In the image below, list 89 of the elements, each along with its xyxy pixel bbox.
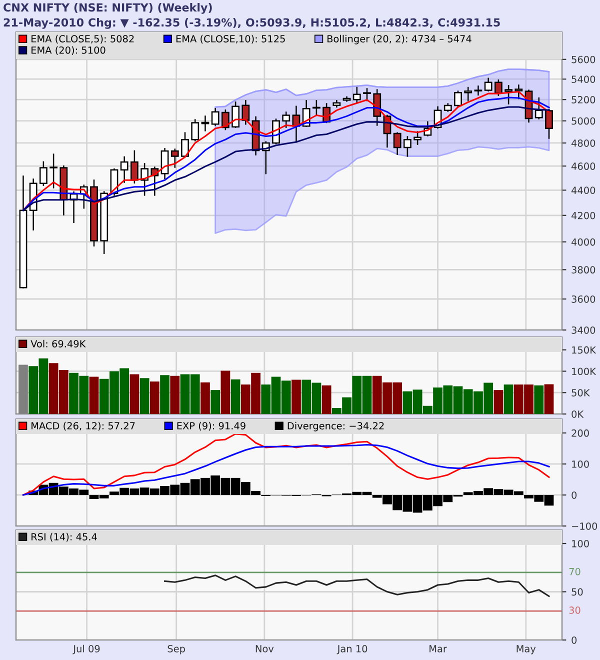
y-tick-label: 5000 [572,117,596,125]
bar [504,384,514,414]
line-series [22,433,550,496]
candlestick [191,119,200,142]
candlestick [403,136,412,157]
y-tick-label: 4800 [572,139,596,147]
candlestick [50,154,58,188]
y-tick-label: 4200 [572,212,596,220]
ref-line-label: 70 [569,568,580,576]
candlestick [242,100,250,125]
candlestick [170,148,179,168]
y-tick-label: 3600 [572,295,596,303]
candlestick [352,86,361,103]
candlestick [484,78,492,92]
candlestick [120,156,128,183]
candlestick [130,150,138,184]
bar [220,370,230,414]
chart-title: CNX NIFTY (NSE: NIFTY) (Weekly) [4,3,212,14]
x-tick-label: Jan 10 [336,645,368,654]
y-tick-label: 0 [572,491,577,499]
candlestick [454,90,462,108]
candlestick [504,85,513,104]
y-tick-label: 200 [572,429,589,437]
legend-label: EMA (CLOSE,5): 5082 [32,34,134,44]
y-tick-label: 100K [572,368,596,376]
bar [210,390,220,414]
bar [150,381,160,414]
candlestick [211,108,220,126]
legend-label: Vol: 69.49K [30,340,86,348]
legend-label: EMA (CLOSE,10): 5125 [176,34,285,44]
x-tick-label: Mar [430,645,447,652]
candlestick [545,108,553,139]
y-tick-label: 100 [572,540,589,548]
y-tick-label: 0K [572,410,584,418]
y-tick-label: 5600 [572,56,596,64]
candlestick [534,97,543,120]
bar [292,380,301,414]
candlestick [494,79,502,96]
y-tick-label: 4000 [572,238,596,246]
y-tick-label: 5400 [572,76,596,83]
candlestick [312,100,320,116]
candlestick [464,86,472,102]
legend-label: EXP (9): 91.49 [177,422,246,431]
y-tick-label: 4400 [572,186,596,194]
bar [140,378,150,414]
candlestick [39,161,48,186]
y-tick-label: 3800 [572,266,596,274]
y-tick-label: −100 [572,522,598,530]
candlestick [474,86,482,96]
bar [89,376,99,414]
x-tick-label: Sep [168,645,185,654]
y-tick-label: 0 [572,636,577,644]
candlestick [414,131,422,145]
legend-label: Bollinger (20, 2): 4734 – 5474 [328,34,472,44]
y-tick-label: 50K [572,389,590,396]
bar [322,385,332,414]
y-tick-label: 4600 [572,162,596,170]
bar [534,385,544,414]
y-tick-label: 50 [572,588,583,596]
candlestick [393,132,402,156]
bar [230,379,240,414]
x-tick-label: May [516,645,536,654]
y-tick-label: 100 [572,460,589,468]
x-tick-label: Jul 09 [72,644,100,654]
bar [494,390,504,414]
bar [130,374,140,414]
bar [160,375,170,414]
chart-subtitle: 21-May-2010 Chg: ▼ -162.35 (-3.19%), O:5093.9, H:5105.2, L:4842.3, C:4931.15 [4,18,500,29]
y-tick-label: 3400 [572,326,596,334]
legend-label: Divergence: −34.22 [288,422,384,432]
y-tick-label: 5200 [572,96,596,104]
candlestick [181,132,189,158]
candlestick [514,84,523,100]
line-series [214,68,550,108]
bar [170,376,180,414]
line-series [164,574,550,597]
candlestick [221,109,230,130]
candlestick [140,163,149,196]
line-series [22,444,550,496]
x-tick-label: Nov [256,645,274,652]
ref-line-label: 30 [569,606,580,614]
legend-label: RSI (14): 45.4 [32,532,97,542]
bar [200,382,210,414]
candlestick [282,112,290,128]
y-tick-label: 150K [572,346,596,354]
bar [544,384,554,414]
legend-label: EMA (20): 5100 [32,46,106,55]
legend-label: MACD (26, 12): 57.27 [32,422,135,431]
candlestick [232,102,240,128]
